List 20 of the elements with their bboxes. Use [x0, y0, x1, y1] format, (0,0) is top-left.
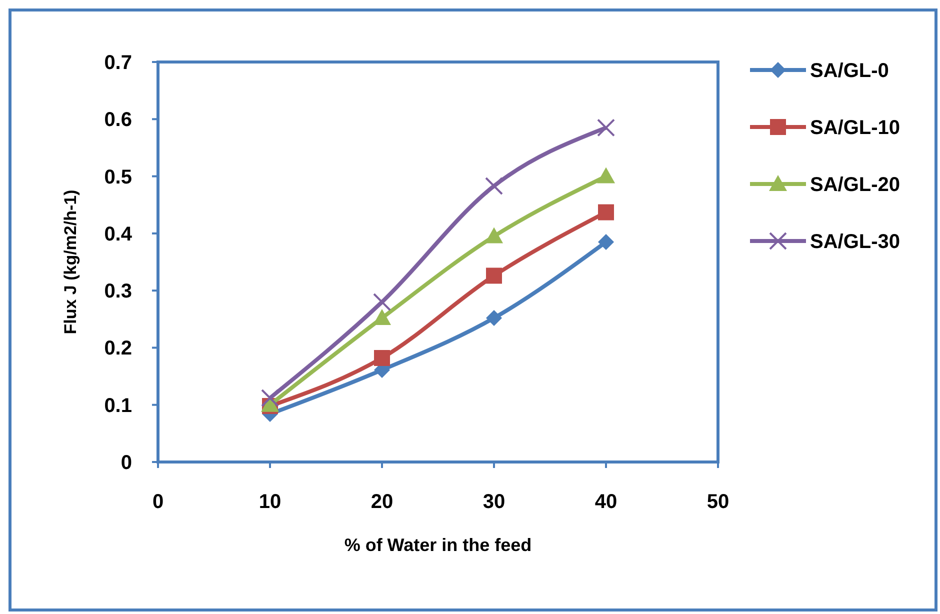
x-tick-label: 0	[152, 491, 164, 513]
legend-label: SA/GL-0	[810, 60, 889, 82]
legend-label: SA/GL-10	[810, 117, 900, 139]
y-axis-title: Flux J (kg/m2/h-1)	[61, 190, 80, 334]
y-tick-label: 0	[120, 452, 132, 474]
x-tick-label: 30	[482, 491, 506, 513]
x-tick-label: 10	[258, 491, 282, 513]
x-tick-label: 40	[594, 491, 618, 513]
x-tick-label: 50	[706, 491, 730, 513]
y-tick-label: 0.4	[104, 223, 133, 246]
y-tick-label: 0.5	[104, 166, 132, 188]
y-tick-label: 0.3	[104, 280, 132, 303]
legend-label: SA/GL-20	[810, 174, 900, 196]
y-tick-label: 0.7	[104, 52, 132, 74]
y-tick-label: 0.1	[104, 394, 132, 417]
x-axis-title: % of Water in the feed	[344, 535, 532, 555]
x-tick-label: 20	[370, 491, 394, 513]
legend-label: SA/GL-30	[810, 231, 900, 253]
y-tick-label: 0.6	[104, 109, 132, 132]
y-tick-label: 0.2	[104, 338, 132, 360]
